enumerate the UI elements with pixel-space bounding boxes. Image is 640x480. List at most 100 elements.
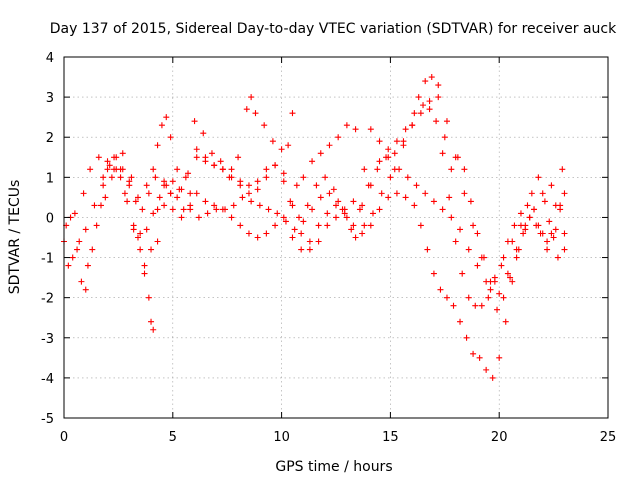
y-tick-label: 4 bbox=[46, 51, 54, 66]
data-point bbox=[245, 230, 252, 237]
data-point bbox=[200, 130, 207, 137]
x-axis-label: GPS time / hours bbox=[275, 459, 392, 475]
data-point bbox=[361, 166, 368, 173]
data-point bbox=[561, 230, 568, 237]
data-point bbox=[121, 190, 128, 197]
data-point bbox=[559, 166, 566, 173]
data-point bbox=[402, 194, 409, 201]
data-point bbox=[350, 198, 357, 205]
data-point bbox=[145, 294, 152, 301]
data-point bbox=[285, 142, 292, 149]
data-point bbox=[139, 206, 146, 213]
data-point bbox=[467, 198, 474, 205]
x-tick-label: 0 bbox=[60, 430, 68, 445]
data-point bbox=[150, 210, 157, 217]
data-point bbox=[341, 210, 348, 217]
data-point bbox=[426, 106, 433, 113]
data-point bbox=[126, 178, 133, 185]
data-point bbox=[154, 206, 161, 213]
data-point bbox=[104, 166, 111, 173]
data-point bbox=[254, 234, 261, 241]
x-tick-label: 20 bbox=[491, 430, 508, 445]
data-point bbox=[217, 158, 224, 165]
data-point bbox=[374, 166, 381, 173]
y-axis-label: SDTVAR / TECUs bbox=[7, 180, 23, 295]
data-point bbox=[485, 294, 492, 301]
data-point bbox=[228, 214, 235, 221]
data-point bbox=[531, 206, 538, 213]
data-point bbox=[430, 270, 437, 277]
y-tick-label: 1 bbox=[46, 171, 54, 186]
data-point bbox=[261, 122, 268, 129]
data-point bbox=[130, 226, 137, 233]
data-point bbox=[470, 222, 477, 229]
data-point bbox=[287, 198, 294, 205]
data-point bbox=[222, 206, 229, 213]
data-point bbox=[154, 142, 161, 149]
data-point bbox=[309, 158, 316, 165]
data-point bbox=[352, 234, 359, 241]
data-point bbox=[193, 154, 200, 161]
y-tick-label: -1 bbox=[41, 252, 54, 267]
data-point bbox=[148, 318, 155, 325]
data-point bbox=[65, 262, 72, 269]
data-point bbox=[154, 238, 161, 245]
data-point bbox=[504, 270, 511, 277]
data-point bbox=[378, 190, 385, 197]
data-point bbox=[174, 194, 181, 201]
y-tick-label: -3 bbox=[41, 332, 54, 347]
data-point bbox=[544, 246, 551, 253]
data-point bbox=[104, 158, 111, 165]
y-tick-label: 3 bbox=[46, 91, 54, 106]
data-point bbox=[248, 198, 255, 205]
data-point bbox=[520, 230, 527, 237]
data-point bbox=[108, 174, 115, 181]
data-point bbox=[367, 222, 374, 229]
data-point bbox=[483, 366, 490, 373]
series-track-b bbox=[63, 154, 568, 381]
data-point bbox=[356, 206, 363, 213]
data-point bbox=[457, 226, 464, 233]
data-point bbox=[478, 254, 485, 261]
plot-frame bbox=[63, 56, 609, 419]
data-point bbox=[158, 122, 165, 129]
data-point bbox=[152, 174, 159, 181]
data-point bbox=[106, 162, 113, 169]
data-point bbox=[459, 270, 466, 277]
data-point bbox=[272, 162, 279, 169]
data-point bbox=[167, 134, 174, 141]
data-point bbox=[95, 154, 102, 161]
data-point bbox=[443, 294, 450, 301]
data-point bbox=[167, 190, 174, 197]
data-point bbox=[322, 174, 329, 181]
data-point bbox=[539, 190, 546, 197]
data-point bbox=[274, 210, 281, 217]
data-point bbox=[359, 230, 366, 237]
data-point bbox=[417, 222, 424, 229]
data-point bbox=[478, 302, 485, 309]
data-point bbox=[208, 150, 215, 157]
data-point bbox=[548, 230, 555, 237]
data-point bbox=[470, 350, 477, 357]
data-point bbox=[132, 198, 139, 205]
data-point bbox=[393, 190, 400, 197]
data-point bbox=[117, 166, 124, 173]
data-point bbox=[452, 238, 459, 245]
data-point bbox=[339, 206, 346, 213]
data-point bbox=[91, 202, 98, 209]
x-tick-label: 5 bbox=[169, 430, 177, 445]
data-point bbox=[169, 178, 176, 185]
data-point bbox=[243, 106, 250, 113]
data-point bbox=[330, 186, 337, 193]
data-point bbox=[335, 134, 342, 141]
data-point bbox=[169, 206, 176, 213]
data-point bbox=[298, 230, 305, 237]
data-point bbox=[315, 238, 322, 245]
data-point bbox=[428, 74, 435, 81]
data-point bbox=[552, 226, 559, 233]
data-point bbox=[97, 202, 104, 209]
data-point bbox=[535, 174, 542, 181]
data-point bbox=[387, 174, 394, 181]
data-point bbox=[293, 182, 300, 189]
data-point bbox=[263, 166, 270, 173]
